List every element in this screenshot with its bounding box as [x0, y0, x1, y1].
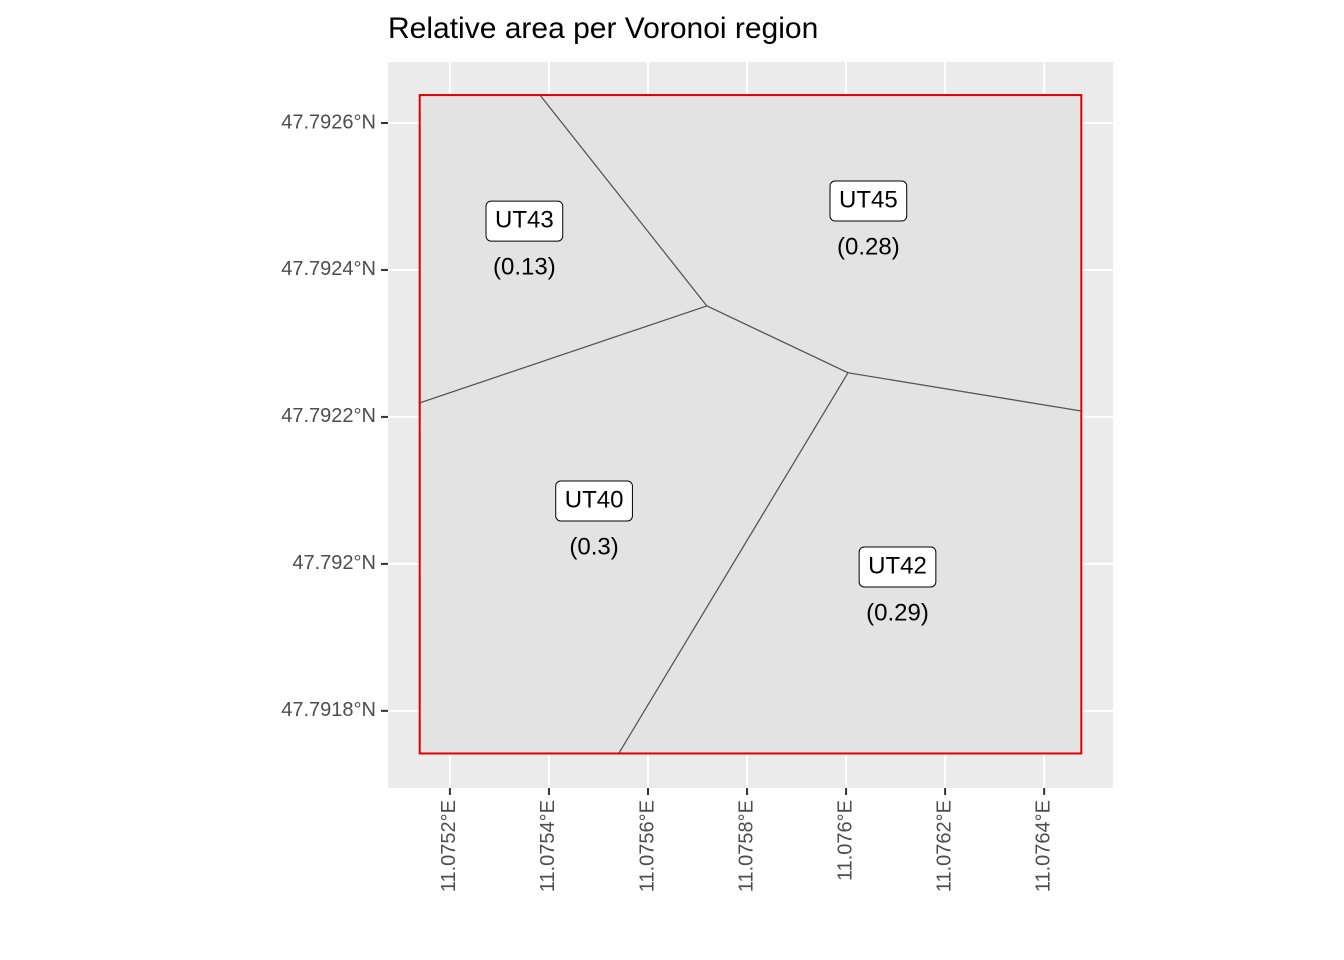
y-tick-label: 47.7922°N: [281, 405, 376, 427]
region-value: (0.29): [866, 599, 929, 626]
region-name: UT45: [839, 186, 898, 213]
x-tick-label: 11.0752°E: [438, 800, 460, 892]
x-tick-label: 11.076°E: [834, 800, 856, 881]
y-tick-label: 47.7926°N: [281, 111, 376, 133]
label-box: [485, 200, 564, 242]
label-box: [858, 546, 937, 588]
x-tick-label: 11.0756°E: [636, 800, 658, 892]
chart-title: Relative area per Voronoi region: [388, 12, 818, 45]
region-value: (0.3): [569, 533, 618, 560]
x-tick-label: 11.0758°E: [735, 800, 757, 892]
y-tick-label: 47.7918°N: [281, 699, 376, 721]
region-name: UT42: [868, 552, 927, 579]
y-tick-label: 47.792°N: [292, 552, 376, 574]
x-tick-label: 11.0754°E: [537, 800, 559, 892]
region-label: UT43 (0.13): [485, 200, 564, 280]
x-tick-label: 11.0764°E: [1032, 800, 1054, 892]
region-name: UT40: [565, 486, 624, 513]
label-box: [829, 180, 908, 222]
x-tick-label: 11.0762°E: [933, 800, 955, 892]
region-label: UT45 (0.28): [829, 180, 908, 260]
region-label: UT42 (0.29): [858, 546, 937, 626]
region-value: (0.13): [493, 253, 556, 280]
region-name: UT43: [495, 206, 554, 233]
region-label: UT40 (0.3): [555, 480, 633, 560]
label-box: [555, 480, 633, 522]
region-value: (0.28): [837, 233, 900, 260]
y-tick-label: 47.7924°N: [281, 258, 376, 280]
bounding-box: [418, 94, 1083, 755]
